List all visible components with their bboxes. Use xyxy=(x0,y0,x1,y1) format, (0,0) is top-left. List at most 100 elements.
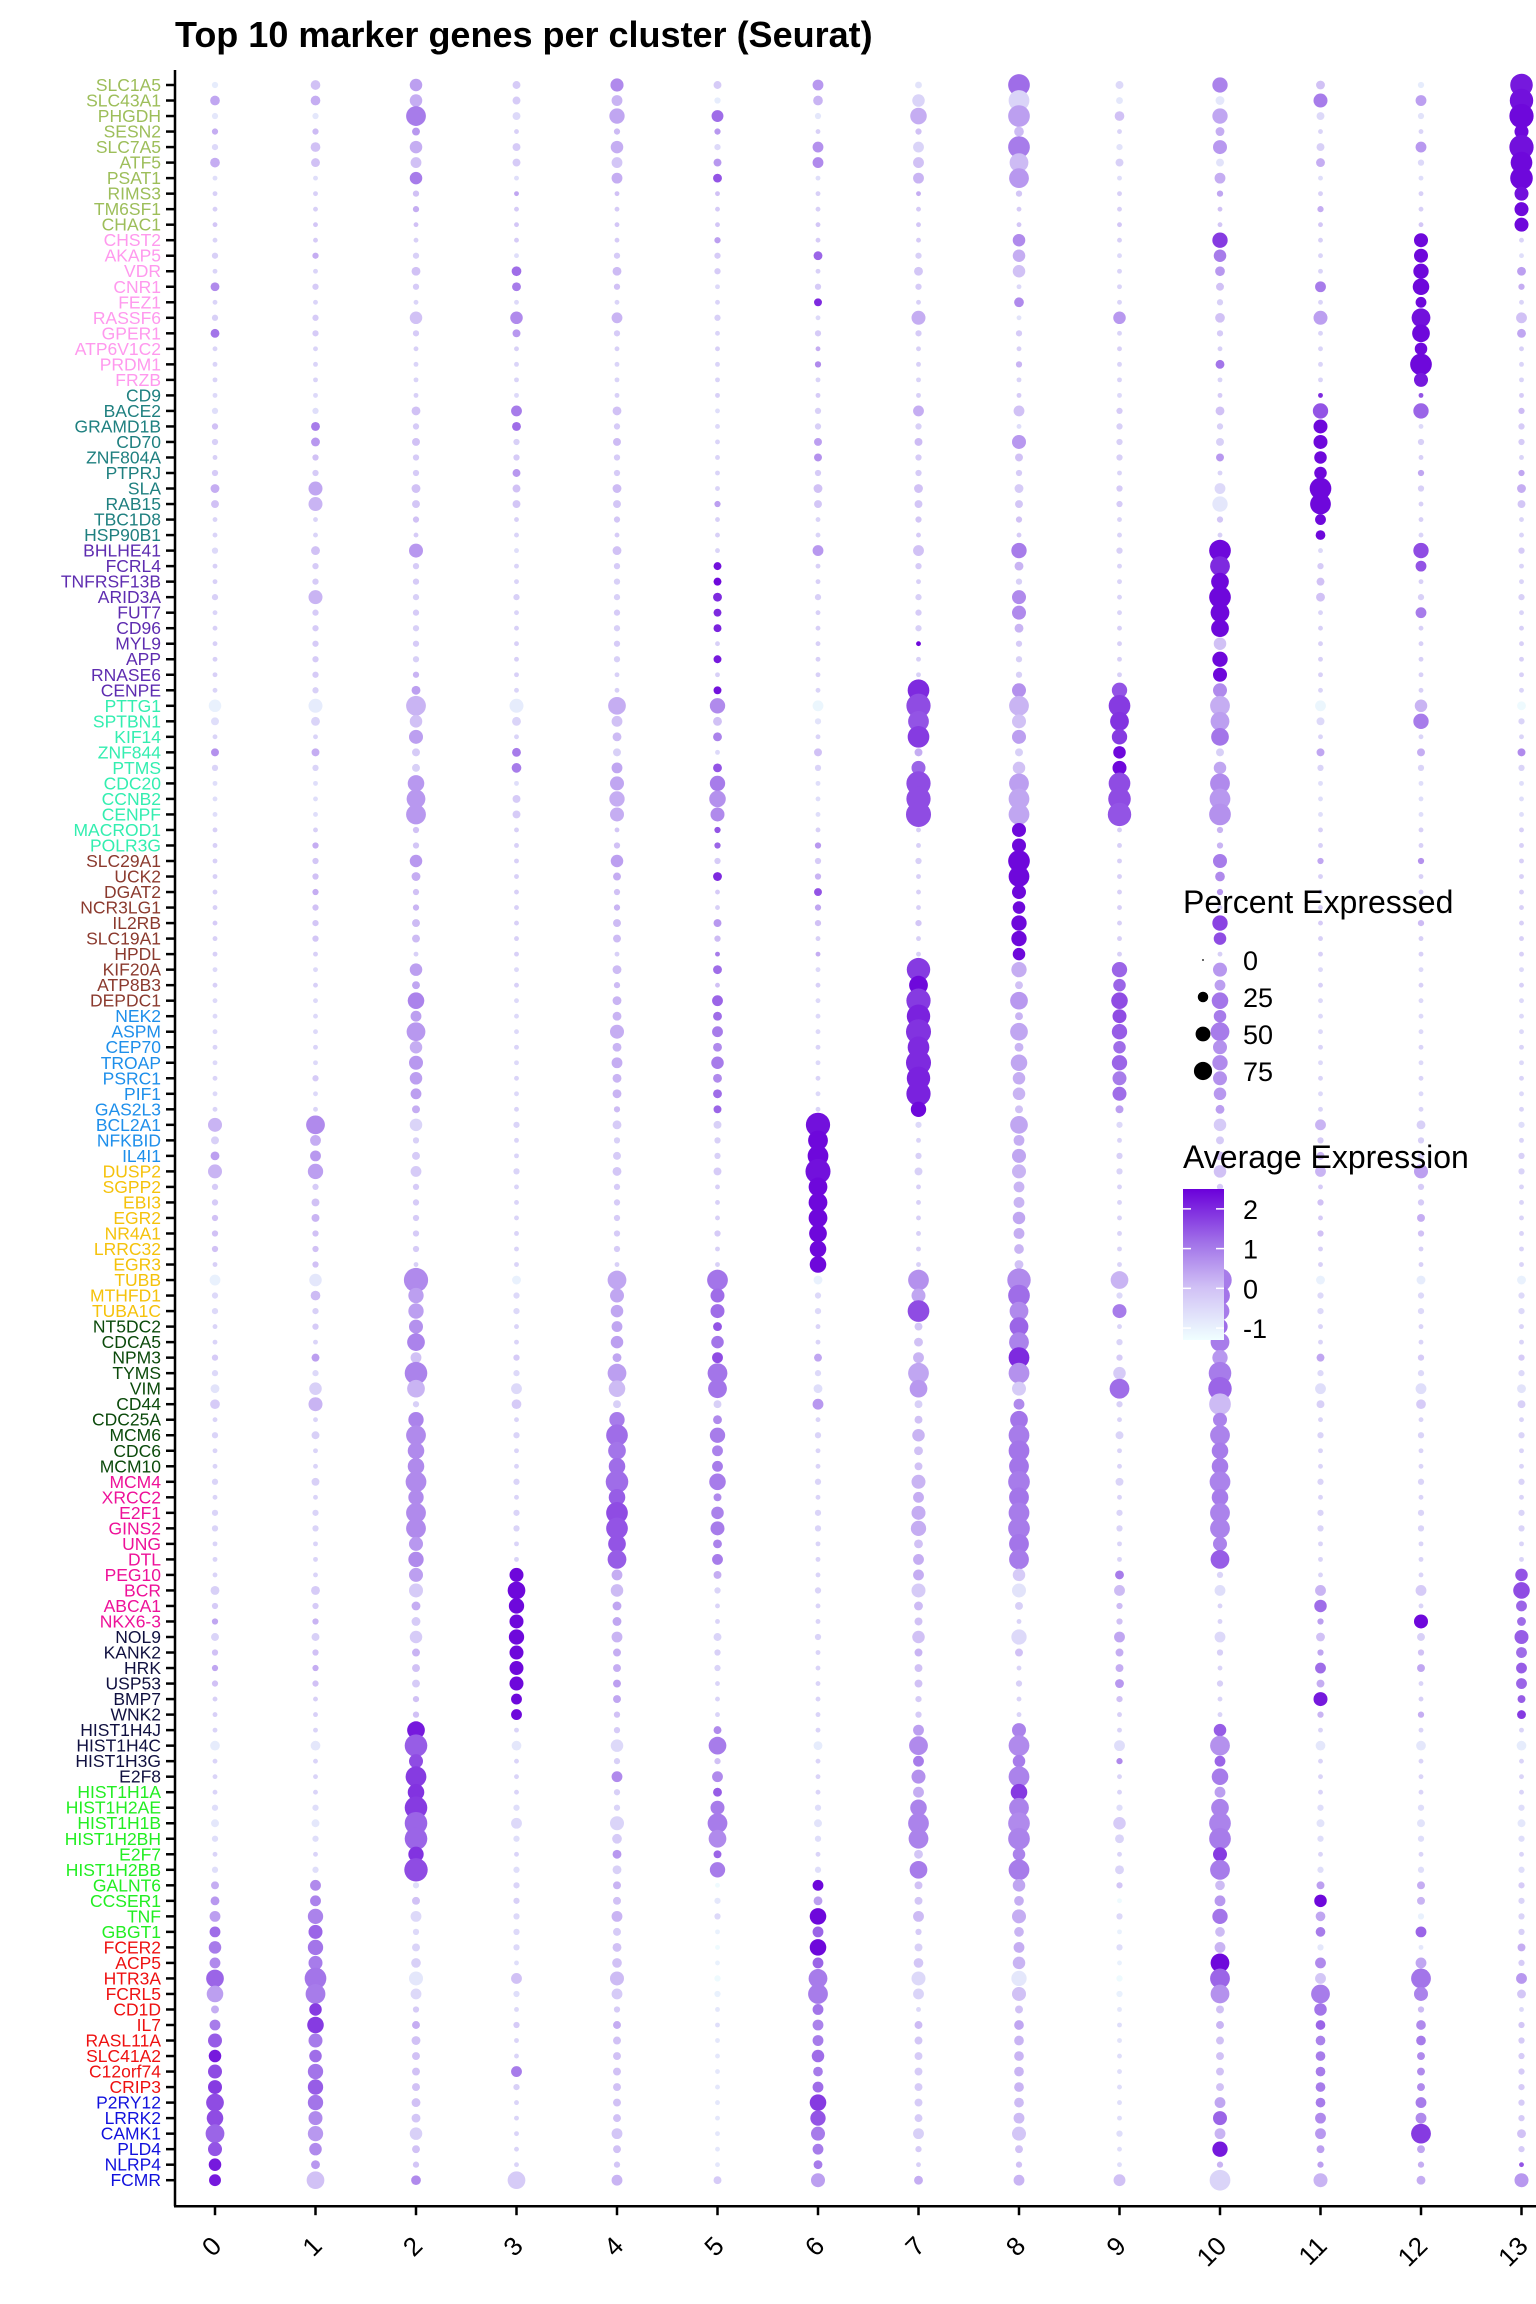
dot xyxy=(1418,1494,1424,1500)
dot xyxy=(1519,967,1524,973)
dot xyxy=(514,206,519,212)
dot xyxy=(1514,2173,1529,2188)
dot xyxy=(610,1288,624,1303)
dot xyxy=(815,129,821,134)
gene-label: HPDL xyxy=(114,944,161,964)
dot xyxy=(914,484,923,493)
dot xyxy=(409,715,423,728)
dot xyxy=(911,1505,926,1520)
dot xyxy=(606,1517,628,1540)
dot xyxy=(913,1988,924,2000)
dot xyxy=(412,1401,420,1408)
dot xyxy=(513,1121,520,1128)
dot xyxy=(1117,563,1122,569)
dot xyxy=(1212,1908,1228,1925)
dot xyxy=(310,1895,321,1907)
dot xyxy=(1014,2082,1024,2092)
dot xyxy=(715,1696,720,1702)
dot xyxy=(1010,991,1028,1010)
dot xyxy=(1011,915,1027,931)
dot xyxy=(715,532,720,538)
dot xyxy=(612,484,622,493)
dot xyxy=(814,500,822,508)
gene-label: PRDM1 xyxy=(100,354,161,374)
gene-label: IL2RB xyxy=(112,913,161,933)
gene-label: DUSP2 xyxy=(103,1161,161,1181)
dot xyxy=(412,763,420,772)
dot xyxy=(715,1619,720,1624)
dot xyxy=(607,1270,627,1290)
dot xyxy=(1117,346,1122,352)
dot xyxy=(313,1541,318,1547)
dot xyxy=(815,1324,821,1330)
gene-label: UCK2 xyxy=(114,867,161,887)
gene-label: HSP90B1 xyxy=(84,525,161,545)
dot xyxy=(914,1400,923,1409)
dot xyxy=(313,812,318,817)
dot xyxy=(211,1602,219,1610)
dot xyxy=(913,1910,924,1922)
dot xyxy=(1518,2052,1525,2060)
dot xyxy=(1217,222,1223,228)
dot xyxy=(1008,1424,1030,1446)
dot xyxy=(1210,1735,1230,1756)
dot xyxy=(611,1771,623,1783)
dot xyxy=(710,1288,725,1303)
dots-layer xyxy=(205,73,1534,2191)
dot xyxy=(1418,1106,1424,1112)
gene-label: VDR xyxy=(124,261,161,281)
dot xyxy=(815,936,821,942)
dot xyxy=(514,517,519,522)
gene-label: CHST2 xyxy=(104,230,161,250)
dot xyxy=(1216,330,1224,337)
dot xyxy=(409,1567,423,1582)
dot xyxy=(1415,1926,1427,1938)
dot xyxy=(1316,112,1325,120)
dot xyxy=(1418,517,1424,522)
x-tick-label: 8 xyxy=(1000,2231,1031,2262)
dot xyxy=(815,1789,821,1795)
dot xyxy=(711,1335,724,1349)
dot xyxy=(1216,826,1224,834)
dot xyxy=(611,1057,623,1069)
dot xyxy=(306,2171,325,2190)
dot xyxy=(1210,773,1230,794)
dot xyxy=(614,377,620,383)
dot xyxy=(715,1246,720,1252)
dot xyxy=(815,780,821,786)
dot xyxy=(311,158,320,168)
gene-label: FUT7 xyxy=(117,603,161,623)
dot xyxy=(1008,850,1030,872)
dot xyxy=(1008,1827,1030,1850)
dot xyxy=(1213,1165,1227,1178)
dot xyxy=(313,1091,318,1097)
dot xyxy=(1519,1789,1524,1795)
dot xyxy=(514,905,519,910)
dot xyxy=(613,1151,621,1160)
dot xyxy=(1519,858,1524,864)
dot xyxy=(313,1106,318,1112)
dot xyxy=(1010,1410,1028,1429)
dot xyxy=(1012,947,1026,961)
dot xyxy=(410,157,422,169)
dot xyxy=(209,1274,221,1286)
gene-label: SLC41A2 xyxy=(86,2046,161,2066)
dot xyxy=(613,656,621,663)
dot xyxy=(412,981,420,990)
dot xyxy=(212,625,218,631)
dot xyxy=(1012,1754,1026,1768)
dot xyxy=(1009,773,1029,794)
dot xyxy=(1213,854,1227,868)
dot xyxy=(613,1896,621,1905)
dot xyxy=(1116,1354,1123,1361)
dot xyxy=(409,1055,423,1070)
dot xyxy=(1013,405,1025,417)
dot xyxy=(815,1727,821,1733)
dot xyxy=(1015,2145,1023,2154)
dot xyxy=(1314,2003,1327,2016)
dot xyxy=(511,1693,522,1705)
dot xyxy=(814,594,822,601)
dot xyxy=(1317,1307,1324,1315)
dot xyxy=(1418,1789,1424,1795)
dot xyxy=(405,1471,427,1493)
